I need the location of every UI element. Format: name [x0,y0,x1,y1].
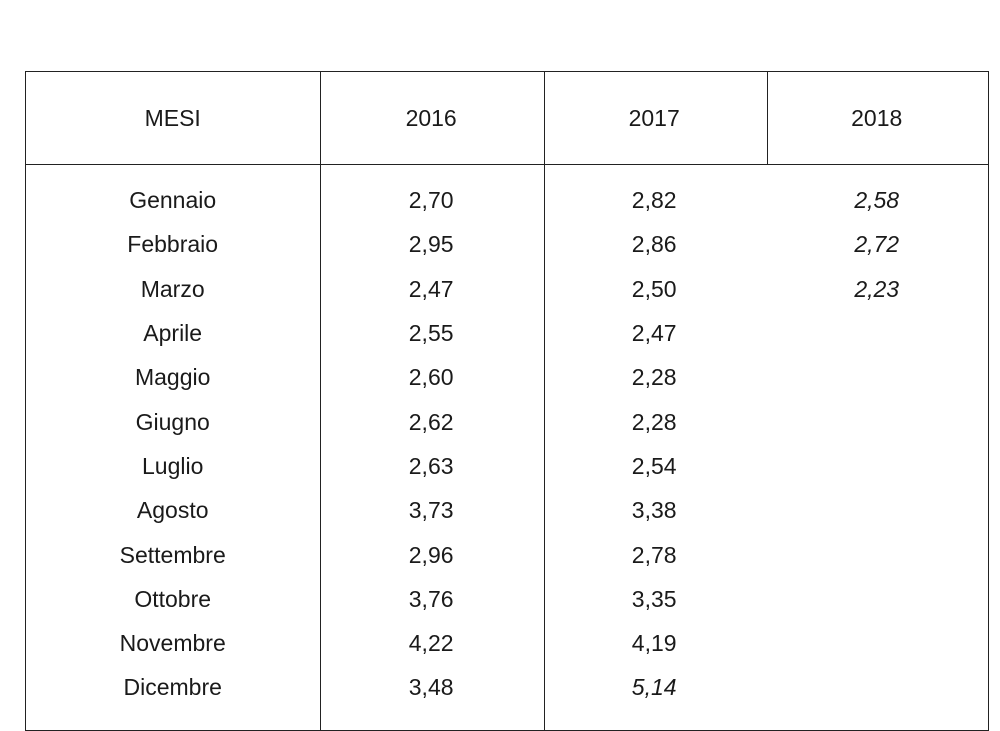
month-cell: Gennaio [129,187,217,214]
table-row: Novembre 4,22 4,19 [26,621,988,665]
header-2018: 2018 [851,105,903,131]
table-row: Agosto 3,73 3,38 [26,488,988,532]
month-cell: Maggio [134,364,211,391]
column-divider [544,72,545,730]
value-2016-cell: 3,73 [408,497,454,524]
table-header-row: MESI 2016 2017 2018 [26,72,988,164]
month-cell: Febbraio [127,231,219,258]
value-2016-cell: 2,55 [408,320,454,347]
value-2016-cell: 2,60 [408,364,454,391]
value-2016-cell: 3,76 [408,585,454,612]
value-2017-cell: 3,35 [631,585,677,612]
value-2018-cell: 2,58 [854,187,900,214]
value-2018-cell: 2,72 [854,231,900,258]
header-divider [26,164,988,165]
month-cell: Aprile [143,320,203,347]
value-2016-cell: 2,47 [408,275,454,302]
table-row: Maggio 2,60 2,28 [26,355,988,399]
table-row: Ottobre 3,76 3,35 [26,577,988,621]
table-row: Luglio 2,63 2,54 [26,444,988,488]
table-row: Aprile 2,55 2,47 [26,311,988,355]
header-months: MESI [144,105,201,131]
month-cell: Giugno [135,408,210,435]
value-2017-cell: 2,28 [631,408,677,435]
value-2016-cell: 3,48 [408,674,454,701]
month-cell: Agosto [136,497,209,524]
column-divider [320,72,321,730]
value-2016-cell: 2,70 [408,187,454,214]
value-2016-cell: 4,22 [408,630,454,657]
month-cell: Settembre [119,541,226,568]
value-2017-cell: 2,78 [631,541,677,568]
table-row: Giugno 2,62 2,28 [26,399,988,443]
value-2017-cell: 2,50 [631,275,677,302]
value-2016-cell: 2,95 [408,231,454,258]
table-body: Gennaio 2,70 2,82 2,58 Febbraio 2,95 2,86 2,72 M… [26,178,988,710]
month-cell: Novembre [119,630,226,657]
value-2017-cell: 2,86 [631,231,677,258]
value-2017-cell: 2,54 [631,452,677,479]
value-2017-cell: 4,19 [631,630,677,657]
value-2016-cell: 2,62 [408,408,454,435]
value-2017-cell: 2,47 [631,320,677,347]
month-cell: Dicembre [123,674,222,701]
table-row: Marzo 2,47 2,50 2,23 [26,267,988,311]
value-2018-cell: 2,23 [854,275,900,302]
value-2016-cell: 2,63 [408,452,454,479]
table-row: Settembre 2,96 2,78 [26,532,988,576]
table-row: Dicembre 3,48 5,14 [26,665,988,709]
table-row: Febbraio 2,95 2,86 2,72 [26,222,988,266]
header-2017: 2017 [628,105,680,131]
header-2016: 2016 [405,105,457,131]
value-2017-cell: 2,82 [631,187,677,214]
month-cell: Luglio [142,452,204,479]
table-row: Gennaio 2,70 2,82 2,58 [26,178,988,222]
value-2017-cell: 3,38 [631,497,677,524]
monthly-values-table: MESI 2016 2017 2018 Gennaio 2,70 2,82 2,58 F… [25,71,989,731]
column-divider [767,72,768,164]
month-cell: Marzo [140,275,205,302]
value-2017-cell: 5,14 [631,674,677,701]
value-2017-cell: 2,28 [631,364,677,391]
month-cell: Ottobre [134,585,212,612]
value-2016-cell: 2,96 [408,541,454,568]
